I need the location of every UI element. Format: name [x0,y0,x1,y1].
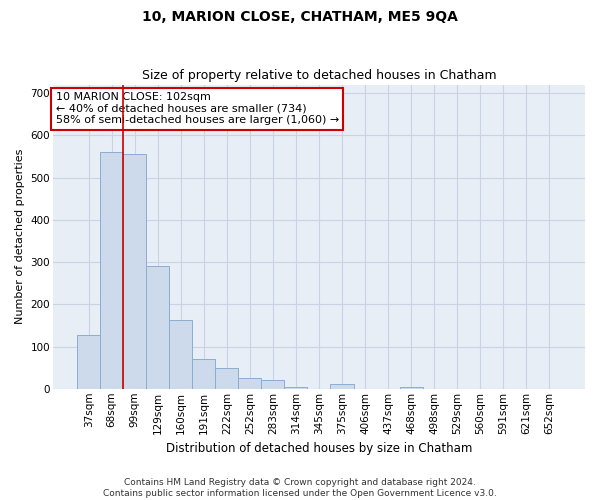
Bar [193,359,215,389]
Bar [331,384,353,389]
Y-axis label: Number of detached properties: Number of detached properties [15,149,25,324]
Title: Size of property relative to detached houses in Chatham: Size of property relative to detached ho… [142,69,496,82]
Bar [284,386,307,389]
Text: 10 MARION CLOSE: 102sqm
← 40% of detached houses are smaller (734)
58% of semi-d: 10 MARION CLOSE: 102sqm ← 40% of detache… [56,92,339,126]
X-axis label: Distribution of detached houses by size in Chatham: Distribution of detached houses by size … [166,442,472,455]
Bar [123,154,146,389]
Bar [100,152,123,389]
Bar [146,266,169,389]
Text: 10, MARION CLOSE, CHATHAM, ME5 9QA: 10, MARION CLOSE, CHATHAM, ME5 9QA [142,10,458,24]
Text: Contains HM Land Registry data © Crown copyright and database right 2024.
Contai: Contains HM Land Registry data © Crown c… [103,478,497,498]
Bar [238,378,262,389]
Bar [262,380,284,389]
Bar [169,320,193,389]
Bar [400,386,422,389]
Bar [77,335,100,389]
Bar [215,368,238,389]
